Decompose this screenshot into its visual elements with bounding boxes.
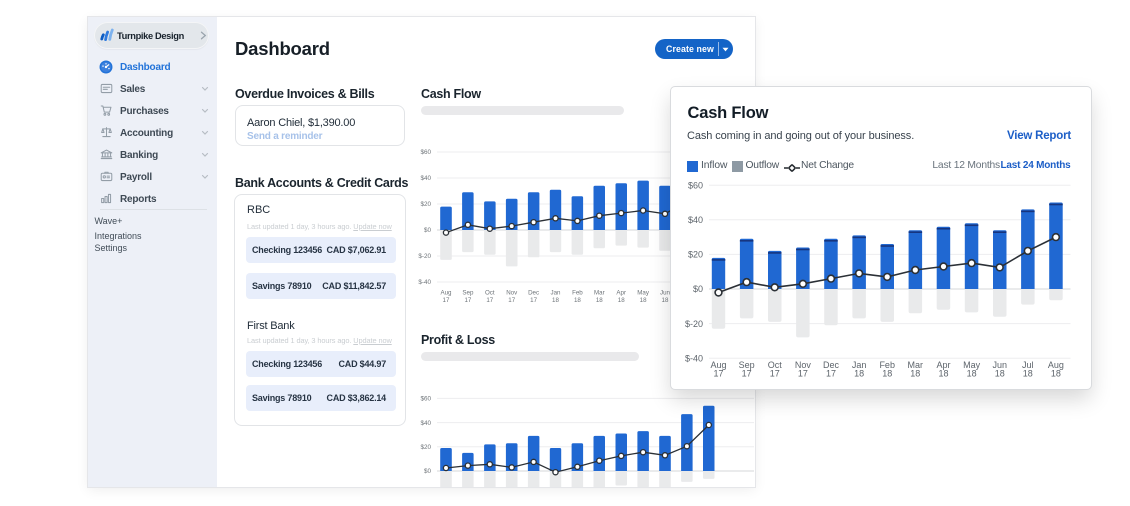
svg-text:17: 17 <box>464 297 471 304</box>
svg-text:$60: $60 <box>688 180 703 190</box>
svg-text:$0: $0 <box>693 284 703 294</box>
svg-text:18: 18 <box>995 369 1005 379</box>
svg-text:18: 18 <box>618 297 625 304</box>
svg-text:$40: $40 <box>688 215 703 225</box>
svg-text:18: 18 <box>938 369 948 379</box>
svg-text:Jan: Jan <box>852 360 867 370</box>
svg-text:18: 18 <box>1051 369 1061 379</box>
svg-text:17: 17 <box>826 369 836 379</box>
svg-text:Aug: Aug <box>710 360 726 370</box>
svg-text:17: 17 <box>530 297 537 304</box>
svg-text:17: 17 <box>486 297 493 304</box>
svg-text:Mar: Mar <box>594 290 605 297</box>
svg-text:17: 17 <box>742 369 752 379</box>
svg-text:May: May <box>963 360 981 370</box>
svg-text:Aug: Aug <box>1048 360 1064 370</box>
svg-text:Dec: Dec <box>823 360 840 370</box>
svg-text:Jun: Jun <box>660 290 671 297</box>
svg-text:Oct: Oct <box>768 360 783 370</box>
svg-text:18: 18 <box>640 297 647 304</box>
svg-text:18: 18 <box>662 297 669 304</box>
svg-text:Sep: Sep <box>739 360 755 370</box>
svg-text:$0: $0 <box>424 468 432 475</box>
svg-text:May: May <box>637 290 650 297</box>
svg-text:Feb: Feb <box>879 360 895 370</box>
svg-text:18: 18 <box>910 369 920 379</box>
svg-text:18: 18 <box>552 297 559 304</box>
svg-text:18: 18 <box>854 369 864 379</box>
svg-text:17: 17 <box>770 369 780 379</box>
svg-text:Jul: Jul <box>1022 360 1034 370</box>
svg-text:$40: $40 <box>420 175 431 182</box>
svg-text:18: 18 <box>574 297 581 304</box>
svg-text:17: 17 <box>798 369 808 379</box>
svg-text:18: 18 <box>967 369 977 379</box>
svg-text:$-20: $-20 <box>685 319 703 329</box>
svg-text:18: 18 <box>1023 369 1033 379</box>
svg-text:$-40: $-40 <box>685 353 703 363</box>
svg-text:17: 17 <box>443 297 450 304</box>
svg-text:$20: $20 <box>420 444 431 451</box>
svg-text:Dec: Dec <box>528 290 539 297</box>
svg-text:$-20: $-20 <box>418 253 431 260</box>
svg-text:Feb: Feb <box>572 290 583 297</box>
svg-text:17: 17 <box>508 297 515 304</box>
svg-text:Aug: Aug <box>440 290 452 297</box>
svg-text:$0: $0 <box>424 227 432 234</box>
svg-text:Nov: Nov <box>506 290 518 297</box>
svg-text:$60: $60 <box>420 149 431 156</box>
svg-text:18: 18 <box>596 297 603 304</box>
svg-text:Nov: Nov <box>795 360 812 370</box>
svg-text:$20: $20 <box>420 201 431 208</box>
svg-text:$40: $40 <box>420 420 431 427</box>
svg-text:17: 17 <box>713 369 723 379</box>
svg-text:Jun: Jun <box>992 360 1007 370</box>
svg-text:$20: $20 <box>688 250 703 260</box>
svg-text:Apr: Apr <box>936 360 950 370</box>
svg-text:Jan: Jan <box>551 290 562 297</box>
svg-text:Oct: Oct <box>485 290 495 297</box>
svg-text:Sep: Sep <box>462 290 474 297</box>
svg-text:$-40: $-40 <box>418 279 431 286</box>
svg-text:$60: $60 <box>420 396 431 403</box>
svg-text:18: 18 <box>882 369 892 379</box>
svg-text:Apr: Apr <box>616 290 626 297</box>
svg-text:Mar: Mar <box>908 360 924 370</box>
